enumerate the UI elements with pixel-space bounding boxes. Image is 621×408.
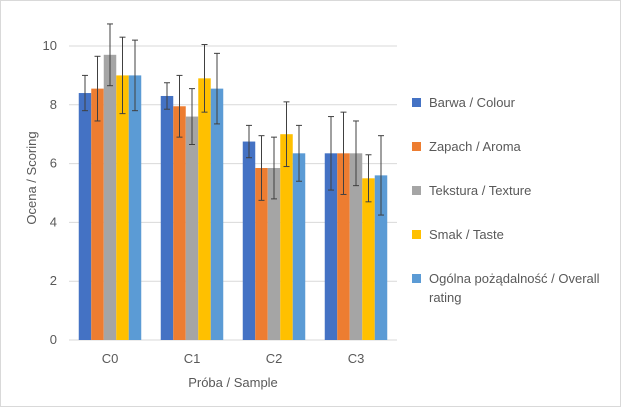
y-axis-title: Ocena / Scoring bbox=[24, 131, 39, 224]
legend-item: Ogólna pożądalność / Overall rating bbox=[412, 269, 617, 313]
legend-label: Tekstura / Texture bbox=[429, 183, 532, 198]
y-tick-labels: 0 2 4 6 8 10 bbox=[43, 38, 57, 347]
bar bbox=[280, 134, 293, 340]
y-tick-label: 8 bbox=[50, 97, 57, 112]
bar bbox=[362, 178, 375, 340]
legend-label: Barwa / Colour bbox=[429, 95, 515, 110]
bar bbox=[128, 75, 142, 341]
bar bbox=[116, 75, 129, 341]
legend-swatch bbox=[412, 230, 421, 239]
x-tick-label: C2 bbox=[266, 351, 283, 366]
bar bbox=[292, 153, 306, 340]
bar bbox=[103, 54, 117, 340]
legend-item: Tekstura / Texture bbox=[412, 181, 617, 225]
legend: Barwa / Colour Zapach / Aroma Tekstura /… bbox=[412, 93, 617, 313]
legend-item: Zapach / Aroma bbox=[412, 137, 617, 181]
legend-item: Barwa / Colour bbox=[412, 93, 617, 137]
legend-swatch bbox=[412, 274, 421, 283]
legend-label: Ogólna pożądalność / Overall rating bbox=[429, 271, 600, 305]
x-tick-label: C1 bbox=[184, 351, 201, 366]
bar bbox=[173, 106, 186, 341]
bar bbox=[185, 116, 199, 340]
bar bbox=[78, 93, 92, 340]
x-tick-label: C0 bbox=[102, 351, 119, 366]
y-tick-label: 6 bbox=[50, 156, 57, 171]
legend-label: Smak / Taste bbox=[429, 227, 504, 242]
legend-swatch bbox=[412, 142, 421, 151]
bar bbox=[255, 168, 268, 340]
legend-label: Zapach / Aroma bbox=[429, 139, 521, 154]
error-bars bbox=[82, 23, 384, 216]
bar bbox=[210, 88, 224, 340]
y-tick-label: 10 bbox=[43, 38, 57, 53]
x-tick-label: C3 bbox=[348, 351, 365, 366]
legend-item: Smak / Taste bbox=[412, 225, 617, 269]
x-tick-labels: C0 C1 C2 C3 bbox=[102, 351, 365, 366]
bar bbox=[91, 88, 104, 340]
y-tick-label: 4 bbox=[50, 214, 57, 229]
bar bbox=[198, 78, 211, 340]
bar bbox=[374, 175, 388, 340]
bar bbox=[337, 153, 350, 340]
y-tick-label: 0 bbox=[50, 332, 57, 347]
x-axis-title: Próba / Sample bbox=[188, 375, 278, 390]
legend-swatch bbox=[412, 186, 421, 195]
bar bbox=[267, 168, 281, 340]
legend-swatch bbox=[412, 98, 421, 107]
bar bbox=[160, 95, 174, 340]
y-tick-label: 2 bbox=[50, 273, 57, 288]
bar bbox=[324, 153, 338, 340]
bar bbox=[349, 153, 363, 340]
bar bbox=[242, 141, 256, 340]
bars bbox=[78, 54, 388, 341]
